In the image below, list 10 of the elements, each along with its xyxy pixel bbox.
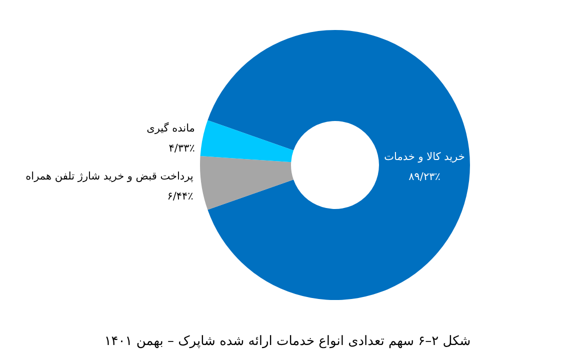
text: شکل ۲–۶ سهم تعدادی انواع خدمات ارائه شده شاپرک – بهمن ۱۴۰۱ [104, 334, 471, 349]
slice-label: پرداخت قبض و خرید شارژ تلفن همراه [26, 170, 194, 182]
data-label: ۴/۳۳٪ [168, 142, 195, 154]
donut-slice [200, 156, 294, 210]
donut-slice [200, 120, 294, 162]
data-label: ۸۹/۲۳٪ [408, 171, 440, 183]
donut-slice [208, 30, 470, 300]
slice-label: مانده گیری [146, 121, 195, 134]
slice-label: خرید کالا و خدمات [384, 151, 465, 163]
data-label: ۶/۴۴٪ [167, 190, 194, 202]
